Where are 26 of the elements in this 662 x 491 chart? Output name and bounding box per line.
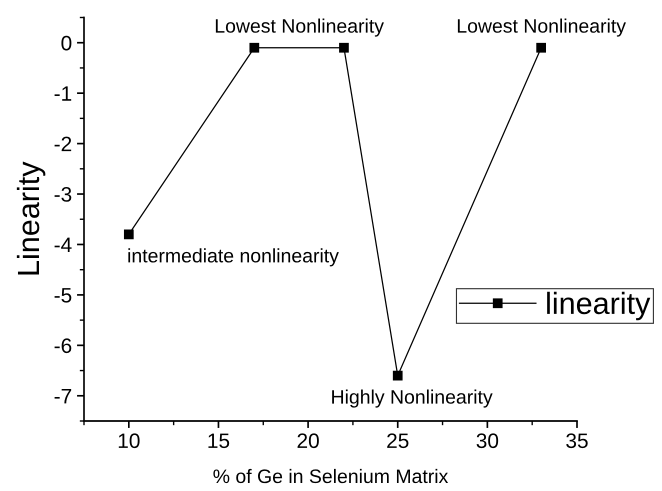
point: [124, 230, 134, 240]
y-axis-title: Linearity: [16, 162, 46, 274]
y-tick-label: -6: [54, 338, 72, 354]
x-axis-title: % of Ge in Selenium Matrix: [213, 468, 448, 484]
point: [392, 370, 403, 380]
annotation: Highly Nonlinearity: [332, 389, 493, 408]
annotation: Lowest Nonlinearity: [216, 18, 384, 37]
x-tick-label: 15: [208, 434, 230, 448]
x-tick-label: 10: [118, 433, 140, 448]
point: [339, 42, 349, 53]
y-tick-label: 0: [61, 36, 72, 50]
x-tick-label: 30: [476, 433, 498, 448]
annotation: intermediate nonlinearity: [128, 248, 339, 266]
y-tick-label: -7: [54, 388, 72, 404]
annotation: Lowest Nonlinearity: [458, 18, 626, 37]
x-tick-label: 25: [387, 433, 408, 448]
y-tick-label: -4: [54, 238, 72, 252]
legend-label: linearity: [547, 292, 650, 320]
y-tick-label: -1: [54, 86, 72, 101]
point: [536, 42, 546, 53]
point: [249, 42, 260, 53]
y-tick-label: -3: [54, 187, 72, 202]
x-tick-label: 20: [298, 433, 319, 448]
y-tick-label: -2: [54, 136, 72, 152]
y-tick-label: -5: [54, 288, 72, 303]
x-tick-label: 35: [566, 433, 588, 448]
